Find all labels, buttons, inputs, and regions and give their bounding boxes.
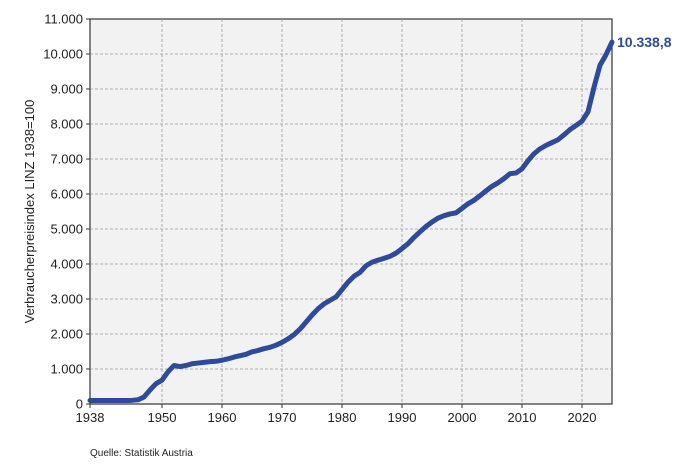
grid-lines	[90, 19, 612, 404]
x-tick-label: 1980	[328, 410, 357, 425]
y-tick-label: 11.000	[44, 12, 83, 27]
x-tick-label: 1990	[388, 410, 417, 425]
y-tick-label: 7.000	[50, 152, 83, 167]
y-tick-label: 5.000	[50, 222, 83, 237]
plot-area	[89, 18, 613, 405]
y-tick-label: 10.000	[43, 47, 83, 62]
y-tick-label: 4.000	[50, 257, 83, 272]
y-axis-label: Verbraucherpreisindex LINZ 1938=100	[22, 100, 37, 324]
y-tick-label: 0	[76, 397, 83, 412]
x-axis-ticks: 1938 1950 1960 1970 1980 1990 2000 2010 2020	[76, 404, 597, 425]
y-tick-label: 2.000	[50, 327, 83, 342]
x-tick-label: 1950	[148, 410, 177, 425]
x-tick-label: 2000	[448, 410, 477, 425]
series-line	[87, 39, 615, 403]
x-tick-label: 1970	[268, 410, 297, 425]
x-tick-label: 2020	[568, 410, 597, 425]
x-tick-label: 1960	[208, 410, 237, 425]
end-value-label: 10.338,8	[617, 34, 672, 50]
y-tick-label: 6.000	[50, 187, 83, 202]
source-note: Quelle: Statistik Austria	[90, 448, 193, 459]
y-tick-label: 1.000	[50, 362, 83, 377]
x-tick-label: 1938	[76, 410, 105, 425]
y-tick-label: 8.000	[50, 117, 83, 132]
y-axis-ticks: 0 1.000 2.000 3.000 4.000 5.000 6.000 7.000 8.00…	[43, 12, 90, 412]
x-tick-label: 2010	[508, 410, 537, 425]
y-tick-label: 9.000	[50, 82, 83, 97]
y-tick-label: 3.000	[50, 292, 83, 307]
